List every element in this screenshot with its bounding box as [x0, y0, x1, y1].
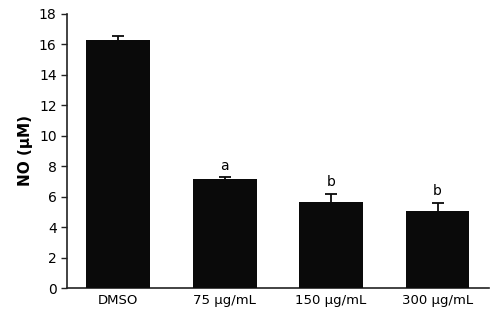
Bar [299, 202, 363, 288]
Text: b: b [327, 175, 335, 189]
Bar [406, 211, 470, 288]
Bar [86, 40, 150, 288]
Text: b: b [433, 184, 442, 198]
Text: a: a [220, 159, 229, 173]
Bar [193, 179, 256, 288]
Y-axis label: NO (μM): NO (μM) [18, 116, 33, 186]
